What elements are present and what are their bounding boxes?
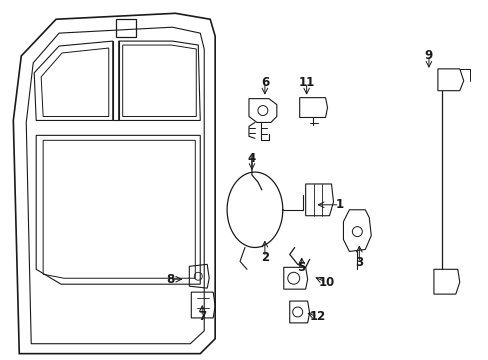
Text: 1: 1 [335,198,343,211]
Text: 5: 5 [297,261,305,274]
Text: 3: 3 [355,256,363,269]
Text: 8: 8 [166,273,174,286]
Text: 9: 9 [424,49,432,63]
Text: 4: 4 [247,152,256,165]
Text: 6: 6 [260,76,268,89]
Text: 10: 10 [318,276,334,289]
Text: 12: 12 [309,310,325,323]
Text: 7: 7 [198,310,206,323]
Text: 11: 11 [298,76,314,89]
Text: 2: 2 [260,251,268,264]
